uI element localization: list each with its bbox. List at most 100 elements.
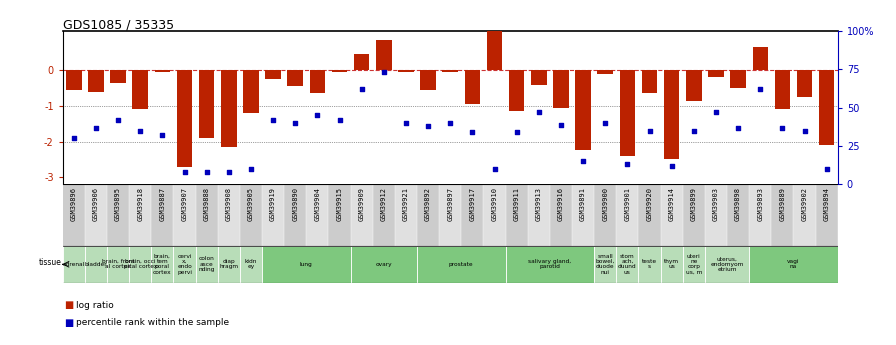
Point xyxy=(332,117,347,123)
Bar xyxy=(240,184,262,246)
Bar xyxy=(129,246,151,283)
Bar xyxy=(575,70,590,150)
Bar xyxy=(398,70,414,72)
Text: GSM39898: GSM39898 xyxy=(735,187,741,221)
Bar xyxy=(306,184,329,246)
Text: vagi
na: vagi na xyxy=(788,259,800,269)
Bar xyxy=(550,184,572,246)
Bar xyxy=(243,70,259,113)
Bar xyxy=(771,184,794,246)
Text: uterus,
endomyom
etrium: uterus, endomyom etrium xyxy=(711,256,744,272)
Bar xyxy=(487,15,503,70)
Text: ■: ■ xyxy=(65,300,73,310)
Bar xyxy=(85,184,107,246)
Bar xyxy=(350,246,417,283)
Bar xyxy=(505,184,528,246)
Bar xyxy=(262,184,284,246)
Text: prostate: prostate xyxy=(449,262,474,267)
Bar xyxy=(443,70,458,72)
Text: thym
us: thym us xyxy=(664,259,679,269)
Bar xyxy=(284,184,306,246)
Text: teste
s: teste s xyxy=(642,259,657,269)
Point xyxy=(133,128,147,134)
Bar xyxy=(753,47,768,70)
Bar xyxy=(819,70,834,145)
Bar xyxy=(376,40,392,70)
Bar xyxy=(708,70,724,77)
Bar xyxy=(642,70,658,93)
Text: small
bowel,
duode
nui: small bowel, duode nui xyxy=(596,254,615,275)
Bar xyxy=(63,184,85,246)
Point xyxy=(775,125,789,130)
Point xyxy=(200,169,214,175)
Text: log ratio: log ratio xyxy=(76,301,114,310)
Point xyxy=(642,128,657,134)
Bar xyxy=(177,70,193,167)
Bar xyxy=(705,184,727,246)
Point xyxy=(444,120,458,126)
Bar xyxy=(505,246,594,283)
Point xyxy=(244,166,258,172)
Point xyxy=(665,163,679,169)
Text: colon
asce
nding: colon asce nding xyxy=(199,256,215,272)
Bar xyxy=(594,246,616,283)
Text: GSM39900: GSM39900 xyxy=(602,187,608,221)
Bar xyxy=(572,184,594,246)
Text: GSM39914: GSM39914 xyxy=(668,187,675,221)
Text: uteri
ne
corp
us, m: uteri ne corp us, m xyxy=(685,254,702,275)
Point xyxy=(510,129,524,135)
Text: GSM39916: GSM39916 xyxy=(558,187,564,221)
Bar xyxy=(110,70,125,83)
Point xyxy=(66,136,81,141)
Text: GSM39905: GSM39905 xyxy=(248,187,254,221)
Text: GSM39906: GSM39906 xyxy=(93,187,99,221)
Bar xyxy=(310,70,325,93)
Text: adrenal: adrenal xyxy=(63,262,85,267)
Text: GSM39902: GSM39902 xyxy=(802,187,807,221)
Text: brain, occi
pital cortex: brain, occi pital cortex xyxy=(124,259,157,269)
Bar xyxy=(107,246,129,283)
Text: GSM39895: GSM39895 xyxy=(115,187,121,221)
Bar xyxy=(417,246,505,283)
Point xyxy=(531,110,546,115)
Bar xyxy=(417,184,439,246)
Point xyxy=(355,87,369,92)
Text: brain,
tem
poral
cortex: brain, tem poral cortex xyxy=(153,254,172,275)
Bar xyxy=(354,54,369,70)
Bar xyxy=(660,246,683,283)
Bar xyxy=(797,70,813,97)
Bar xyxy=(686,70,702,101)
Text: GSM39894: GSM39894 xyxy=(823,187,830,221)
Text: percentile rank within the sample: percentile rank within the sample xyxy=(76,318,229,327)
Bar xyxy=(705,246,749,283)
Text: GSM39888: GSM39888 xyxy=(203,187,210,221)
Text: GSM39921: GSM39921 xyxy=(403,187,409,221)
Point xyxy=(797,128,812,134)
Text: GSM39919: GSM39919 xyxy=(270,187,276,221)
Bar xyxy=(262,246,350,283)
Text: GSM39890: GSM39890 xyxy=(292,187,298,221)
Bar xyxy=(727,184,749,246)
Point xyxy=(421,123,435,129)
Point xyxy=(111,117,125,123)
Text: kidn
ey: kidn ey xyxy=(245,259,257,269)
Bar xyxy=(598,70,613,74)
Point xyxy=(487,166,502,172)
Text: GSM39911: GSM39911 xyxy=(513,187,520,221)
Point xyxy=(155,132,169,138)
Point xyxy=(399,120,413,126)
Point xyxy=(266,117,280,123)
Bar xyxy=(509,70,524,111)
Point xyxy=(554,122,568,127)
Bar xyxy=(265,70,280,79)
Text: GSM39920: GSM39920 xyxy=(647,187,652,221)
Bar xyxy=(465,70,480,104)
Bar xyxy=(639,246,660,283)
Point xyxy=(465,129,479,135)
Bar xyxy=(151,184,174,246)
Bar xyxy=(730,70,745,88)
Text: ■: ■ xyxy=(65,318,73,327)
Point xyxy=(310,112,324,118)
Bar xyxy=(616,184,639,246)
Bar xyxy=(749,246,838,283)
